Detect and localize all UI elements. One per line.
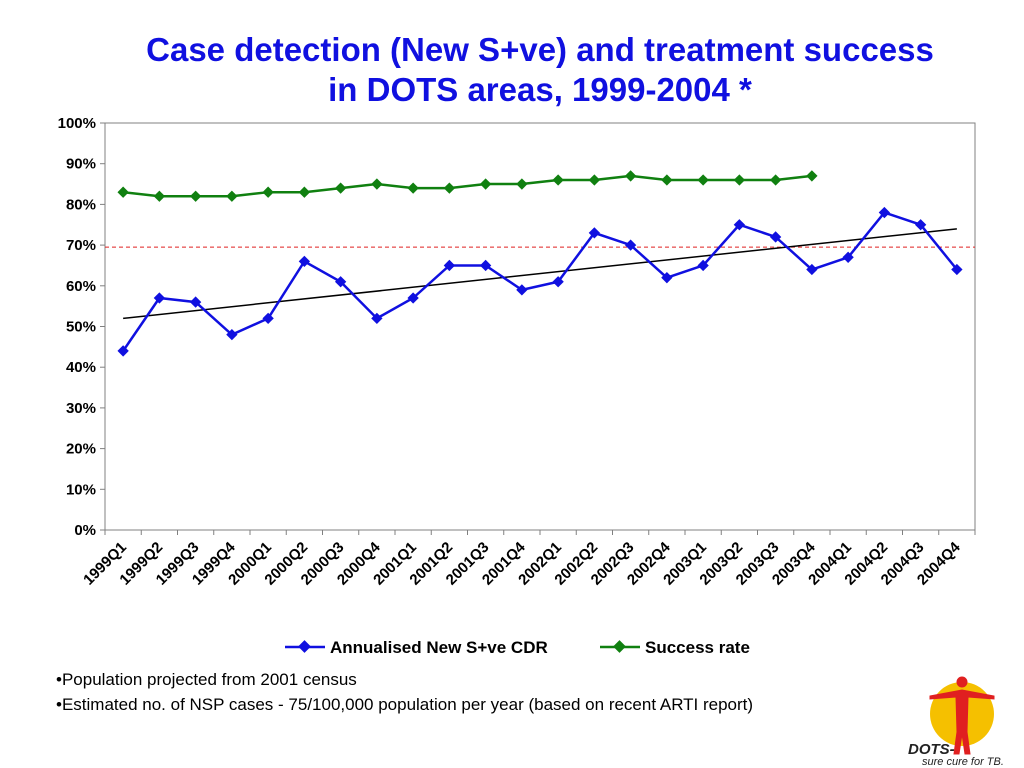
y-tick-label: 0% bbox=[74, 522, 96, 539]
y-tick-label: 100% bbox=[58, 115, 96, 132]
legend-item-cdr: Annualised New S+ve CDR bbox=[285, 638, 548, 657]
data-point-1 bbox=[769, 174, 782, 186]
data-point-0 bbox=[624, 239, 637, 251]
data-point-1 bbox=[806, 170, 818, 182]
data-point-0 bbox=[842, 251, 854, 263]
data-point-0 bbox=[878, 206, 891, 219]
title-line-1: Case detection (New S+ve) and treatment … bbox=[146, 31, 934, 68]
y-tick-label: 20% bbox=[66, 441, 96, 458]
data-point-1 bbox=[479, 178, 492, 190]
legend-item-success: Success rate bbox=[600, 638, 750, 657]
y-tick-label: 30% bbox=[66, 400, 96, 417]
dots-logo: DOTS- sure cure for TB. bbox=[908, 676, 1004, 768]
data-point-0 bbox=[407, 292, 419, 304]
footnotes: •Population projected from 2001 census •… bbox=[56, 667, 753, 717]
data-point-0 bbox=[733, 219, 746, 231]
data-point-1 bbox=[733, 174, 746, 186]
data-point-0 bbox=[697, 259, 709, 272]
data-point-0 bbox=[226, 328, 238, 341]
data-point-1 bbox=[516, 178, 528, 190]
y-tick-label: 60% bbox=[66, 278, 96, 295]
data-point-1 bbox=[226, 190, 238, 202]
data-point-1 bbox=[262, 186, 274, 198]
data-point-1 bbox=[189, 190, 202, 202]
plot-area bbox=[104, 122, 976, 531]
data-point-0 bbox=[371, 312, 383, 325]
data-point-0 bbox=[661, 272, 673, 284]
footnote-2: •Estimated no. of NSP cases - 75/100,000… bbox=[56, 695, 754, 714]
data-point-1 bbox=[371, 178, 383, 190]
data-point-0 bbox=[334, 276, 347, 288]
footnote-1: •Population projected from 2001 census bbox=[56, 670, 357, 689]
data-point-1 bbox=[153, 190, 166, 202]
data-point-0 bbox=[914, 219, 927, 231]
data-point-1 bbox=[697, 174, 709, 186]
data-point-0 bbox=[153, 292, 166, 304]
y-tick-label: 90% bbox=[66, 156, 96, 173]
data-point-0 bbox=[951, 263, 963, 276]
data-point-1 bbox=[298, 186, 311, 198]
data-point-1 bbox=[552, 174, 564, 186]
data-point-1 bbox=[588, 174, 601, 186]
chart-title: Case detection (New S+ve) and treatment … bbox=[80, 30, 1000, 110]
title-line-2: in DOTS areas, 1999-2004 * bbox=[328, 71, 752, 108]
y-tick-label: 40% bbox=[66, 359, 96, 376]
logo-text-main: DOTS- bbox=[908, 741, 955, 758]
data-point-0 bbox=[479, 259, 492, 272]
data-point-0 bbox=[262, 312, 274, 325]
data-point-1 bbox=[407, 182, 419, 194]
data-point-0 bbox=[769, 231, 782, 243]
data-point-0 bbox=[516, 284, 528, 296]
data-point-1 bbox=[334, 182, 347, 194]
y-tick-label: 10% bbox=[66, 481, 96, 498]
legend: Annualised New S+ve CDR Success rate bbox=[280, 636, 760, 665]
data-point-0 bbox=[552, 276, 564, 288]
data-point-0 bbox=[443, 259, 456, 272]
legend-label-success: Success rate bbox=[645, 638, 750, 657]
y-tick-label: 50% bbox=[66, 319, 96, 336]
line-chart: 0%10%20%30%40%50%60%70%80%90%100% 1999Q1… bbox=[58, 115, 976, 589]
data-point-0 bbox=[298, 255, 311, 268]
data-point-1 bbox=[443, 182, 456, 194]
y-tick-label: 80% bbox=[66, 196, 96, 213]
data-point-1 bbox=[661, 174, 673, 186]
legend-label-cdr: Annualised New S+ve CDR bbox=[330, 638, 548, 657]
y-tick-label: 70% bbox=[66, 237, 96, 254]
series-line-1 bbox=[122, 174, 813, 198]
data-point-1 bbox=[624, 170, 637, 182]
data-point-0 bbox=[189, 296, 202, 308]
logo-figure-icon bbox=[929, 676, 995, 755]
data-point-0 bbox=[806, 263, 818, 276]
trend-line bbox=[123, 228, 957, 320]
series-line-0 bbox=[122, 211, 958, 352]
data-point-0 bbox=[588, 227, 601, 239]
logo-text-sub: sure cure for TB. bbox=[922, 756, 1004, 768]
